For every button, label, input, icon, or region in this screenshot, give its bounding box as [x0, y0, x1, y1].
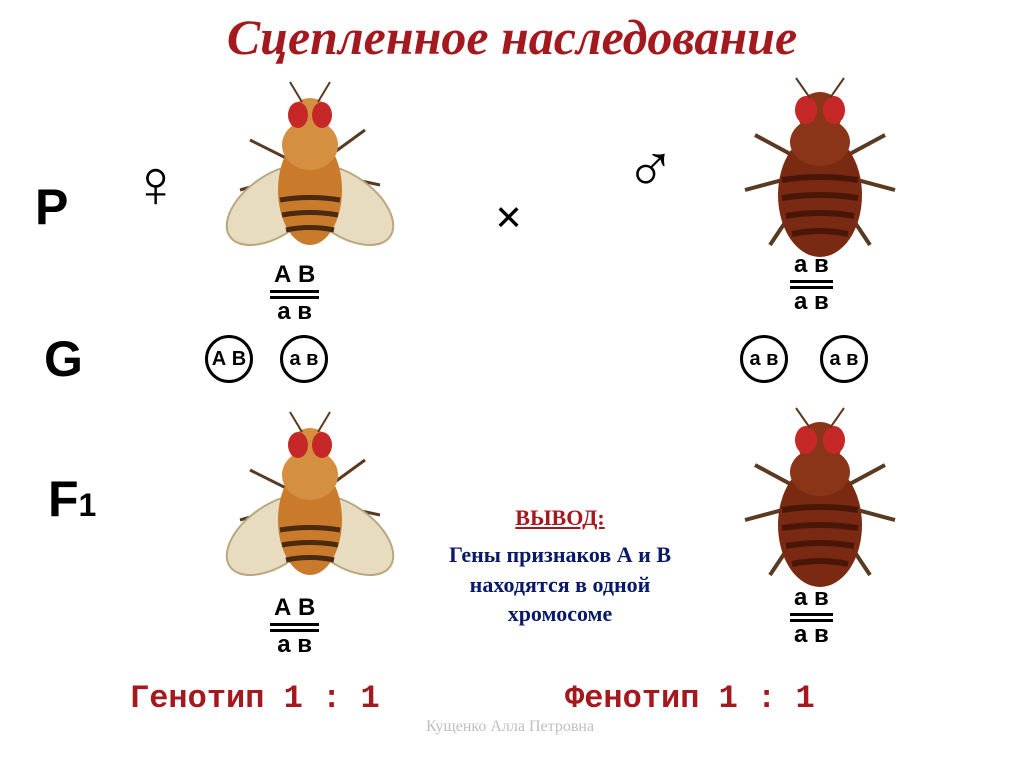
ratio-phenotype: Фенотип 1 : 1 [565, 680, 815, 717]
page-title: Сцепленное наследование [0, 8, 1024, 66]
genotype-f1-right: а в а в [790, 585, 833, 649]
genotype-p-female: А В а в [270, 262, 319, 326]
female-symbol: ♀ [130, 145, 181, 224]
gamete-right-1: а в [740, 335, 788, 383]
label-F1: F1 [48, 470, 96, 528]
label-P: P [35, 178, 68, 236]
title-text: Сцепленное наследование [227, 9, 797, 65]
author-credit: Кущенко Алла Петровна [360, 718, 660, 736]
male-symbol: ♂ [625, 130, 676, 209]
genotype-p-male: а в а в [790, 252, 833, 316]
fly-p-male [720, 70, 920, 270]
gamete-left-2: а в [280, 335, 328, 383]
genotype-f1-left: А В а в [270, 595, 319, 659]
conclusion-body: Гены признаков А и В находятся в одной х… [380, 540, 740, 629]
gamete-left-1: А В [205, 335, 253, 383]
cross-symbol: × [495, 190, 522, 245]
label-G: G [44, 330, 83, 388]
fly-f1-right [720, 400, 920, 600]
gamete-right-2: а в [820, 335, 868, 383]
fly-p-female [210, 70, 410, 270]
conclusion-title: ВЫВОД: [430, 505, 690, 531]
ratio-genotype: Генотип 1 : 1 [130, 680, 380, 717]
